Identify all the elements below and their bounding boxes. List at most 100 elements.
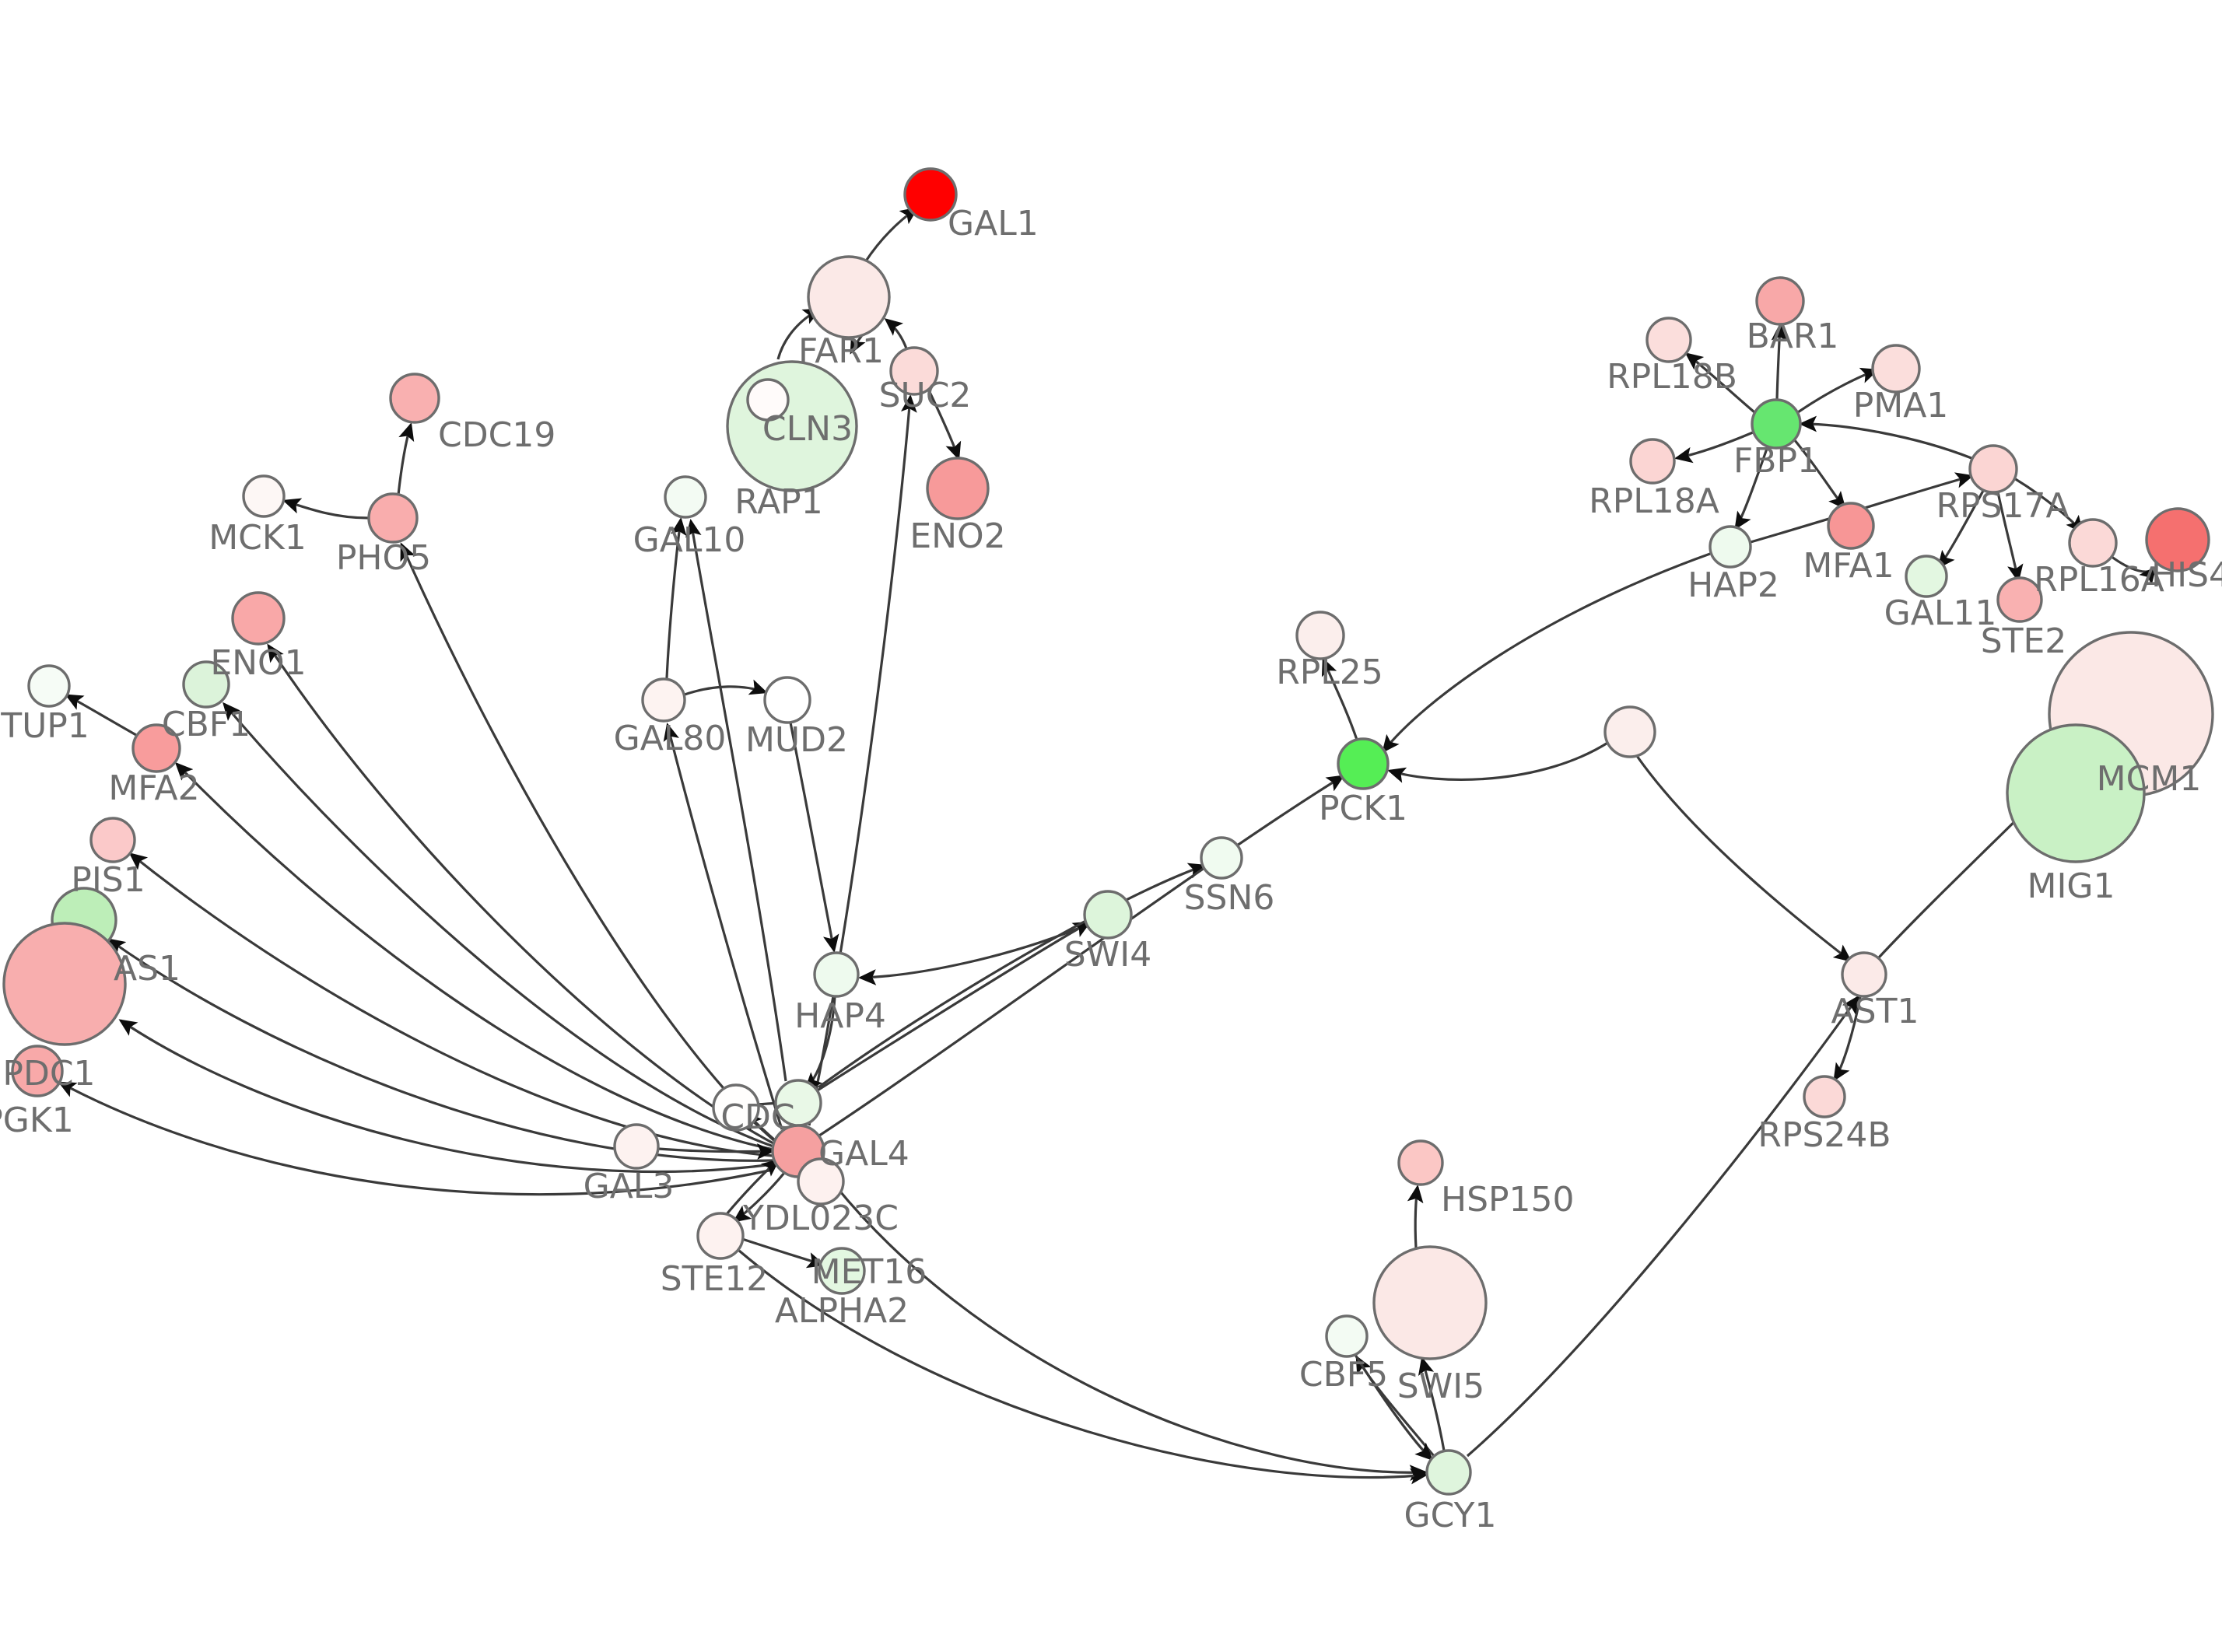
node-rps17a[interactable]: [1968, 444, 2018, 494]
edge-GAL4-to-PHO5: [400, 542, 776, 1142]
node-label-alpha2: ALPHA2: [775, 1291, 909, 1331]
edge-layer: [58, 207, 2157, 1485]
edge-HAP2-to-PCK1: [1382, 552, 1711, 754]
node-cbf5[interactable]: [1325, 1314, 1369, 1358]
node-label-ste12: STE12: [661, 1259, 769, 1299]
node-swi5[interactable]: [1372, 1245, 1488, 1360]
node-ydl023c[interactable]: [797, 1157, 845, 1206]
node-label-pis1: PIS1: [71, 860, 145, 900]
edge-MIG1HUB-to-PCK1: [1387, 740, 1610, 783]
node-ste2[interactable]: [1996, 576, 2043, 623]
node-label-mcm1: MCM1: [2097, 759, 2202, 799]
edge-FBP1-to-BAR1: [1771, 323, 1788, 401]
node-label-cdc: CDC: [720, 1097, 794, 1137]
node-label-gal10: GAL10: [633, 520, 746, 560]
edge-GAL4-to-CBF1: [223, 702, 774, 1148]
label-layer: GAL1 FAR1 CLN3 RAP1 SUC2 ENO2 GAL10 CDC19 MCK1 PH…: [0, 204, 2222, 1535]
node-label-pho5: PHO5: [336, 538, 431, 578]
node-label-cbf5: CBF5: [1299, 1355, 1388, 1395]
node-mig1hub[interactable]: [1603, 705, 1656, 758]
edge-GAL4-to-STE12: [732, 1171, 786, 1223]
edge-GAL4-to-GAL80: [663, 723, 783, 1130]
node-cdc19[interactable]: [389, 373, 440, 424]
edge-STE12-to-GCY1: [738, 1249, 1428, 1485]
node-mud2[interactable]: [763, 676, 811, 724]
node-eno2[interactable]: [926, 457, 990, 520]
edge-GAL80-to-MUD2: [684, 679, 768, 696]
node-gal3[interactable]: [613, 1123, 660, 1170]
node-rps24b[interactable]: [1803, 1075, 1846, 1118]
edge-SWI5-to-HSP150: [1407, 1185, 1424, 1248]
node-label-rap1: RAP1: [734, 482, 822, 522]
node-pis1[interactable]: [89, 817, 136, 863]
node-far1[interactable]: [807, 255, 891, 339]
node-label-cdc19: CDC19: [438, 415, 556, 455]
node-label-hsp150: HSP150: [1441, 1180, 1575, 1220]
edge-GCY1-to-AST1: [1466, 995, 1859, 1458]
node-gal80[interactable]: [641, 677, 686, 723]
node-his4[interactable]: [2145, 507, 2210, 572]
node-mig1[interactable]: [2006, 723, 2146, 863]
node-gcy1[interactable]: [1425, 1449, 1472, 1496]
node-label-ste2: STE2: [1981, 621, 2067, 661]
edge-PHO5-to-MCK1: [282, 498, 370, 520]
node-gal10[interactable]: [664, 475, 707, 519]
node-mfa1[interactable]: [1827, 502, 1875, 550]
node-rap1[interactable]: [746, 378, 790, 422]
edge-MIG1HUB-to-AST1: [1635, 755, 1852, 962]
node-pgk1[interactable]: [11, 1045, 64, 1097]
node-ste12[interactable]: [696, 1212, 745, 1260]
edge-GAL4-to-MFA2: [174, 761, 774, 1151]
edge-GAL4N-to-SWI4: [815, 921, 1092, 1093]
node-bar1[interactable]: [1755, 276, 1805, 326]
node-rpl25[interactable]: [1295, 611, 1345, 660]
node-label-hap2: HAP2: [1688, 565, 1779, 605]
node-gal11[interactable]: [1905, 555, 1948, 598]
node-pho5[interactable]: [367, 492, 419, 544]
node-label-met16: MET16: [811, 1252, 927, 1292]
edge-SUC2-to-FAR1: [884, 318, 908, 349]
edge-FBP1-to-RPL18B: [1684, 352, 1756, 414]
node-label-gcy1: GCY1: [1404, 1496, 1497, 1535]
node-label-rpl18b: RPL18B: [1607, 357, 1737, 397]
edge-MFA2-to-TUP1: [65, 694, 137, 737]
edge-GAL4N-to-SSN6: [818, 863, 1207, 1089]
edge-GAL4-to-AS1: [107, 938, 773, 1162]
node-hsp150[interactable]: [1397, 1139, 1444, 1186]
node-eno1[interactable]: [231, 591, 286, 646]
edge-FAR1-to-GAL1: [864, 207, 919, 263]
node-fbp1[interactable]: [1751, 398, 1802, 450]
node-label-pck1: PCK1: [1319, 789, 1407, 828]
node-swi4[interactable]: [1083, 890, 1133, 940]
node-label-pma1: PMA1: [1853, 386, 1949, 425]
node-label-mig1: MIG1: [2027, 866, 2115, 906]
node-pck1[interactable]: [1337, 737, 1390, 790]
edge-STE12-to-ALPHA2: [741, 1237, 825, 1269]
node-pma1[interactable]: [1871, 344, 1921, 394]
node-label-gal3: GAL3: [584, 1167, 675, 1206]
node-hap4[interactable]: [813, 951, 860, 998]
node-label-mud2: MUD2: [745, 720, 848, 760]
node-pdc1[interactable]: [2, 922, 127, 1046]
node-label-pdc1: PDC1: [2, 1054, 95, 1094]
node-label-swi5: SWI5: [1397, 1367, 1484, 1406]
node-rpl18b[interactable]: [1645, 317, 1692, 363]
node-cdc[interactable]: [712, 1083, 760, 1132]
edge-FBP1-to-RPL18A: [1674, 431, 1754, 464]
node-ssn6[interactable]: [1200, 836, 1243, 880]
node-suc2[interactable]: [889, 346, 939, 396]
edge-GAL4-to-PGK1: [58, 1081, 773, 1196]
node-label-ssn6: SSN6: [1184, 878, 1275, 918]
node-mck1[interactable]: [242, 474, 286, 518]
node-alpha2[interactable]: [818, 1247, 866, 1295]
edge-RPL16A-to-HIS4: [2110, 555, 2157, 586]
node-rpl18a[interactable]: [1629, 438, 1676, 485]
node-hap2[interactable]: [1709, 525, 1752, 569]
node-ast1[interactable]: [1841, 951, 1887, 998]
node-mfa2[interactable]: [131, 723, 181, 773]
node-cbf1[interactable]: [182, 660, 230, 709]
node-rpl16a[interactable]: [2068, 518, 2118, 568]
node-gal1[interactable]: [903, 167, 958, 222]
node-label-bar1: BAR1: [1747, 317, 1839, 356]
node-tup1[interactable]: [27, 664, 71, 708]
